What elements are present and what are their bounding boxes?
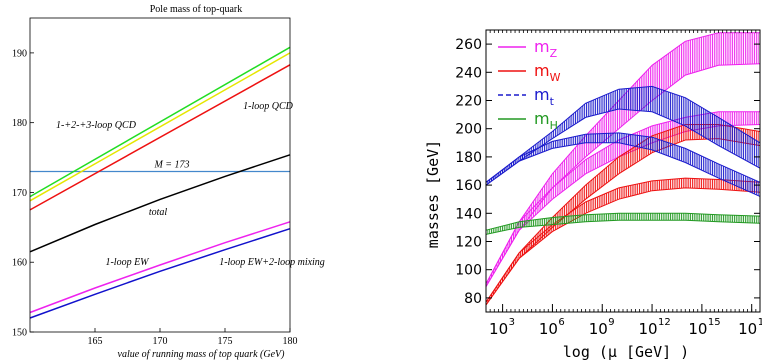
left-series-label: 1-loop EW+2-loop mixing	[219, 257, 325, 268]
left-series-line	[29, 154, 291, 253]
left-xtick-label: 180	[283, 336, 298, 347]
left-ytick-label: 150	[12, 328, 27, 339]
left-series-line	[29, 227, 291, 319]
left-series-line	[29, 46, 291, 198]
left-series-label: total	[149, 207, 168, 218]
left-series-line	[29, 221, 291, 314]
reference-line-label: M = 173	[153, 160, 189, 171]
left-series-label: 1-loop EW	[105, 257, 150, 268]
left-ytick-label: 180	[12, 118, 27, 129]
left-series-label: 1-+2-+3-loop QCD	[56, 120, 137, 131]
left-chart-title: Pole mass of top-quark	[150, 4, 243, 15]
left-series-line	[29, 64, 291, 211]
left-xtick-label: 165	[88, 336, 103, 347]
left-ytick-label: 160	[12, 258, 27, 269]
left-series-line	[29, 52, 291, 202]
left-xtick-label: 175	[218, 336, 233, 347]
left-series-label: 1-loop QCD	[243, 101, 294, 112]
left-ytick-label: 170	[12, 188, 27, 199]
left-ytick-label: 190	[12, 48, 27, 59]
left-chart-xlabel: value of running mass of top quark (GeV)	[118, 349, 286, 360]
left-xtick-label: 170	[153, 336, 168, 347]
